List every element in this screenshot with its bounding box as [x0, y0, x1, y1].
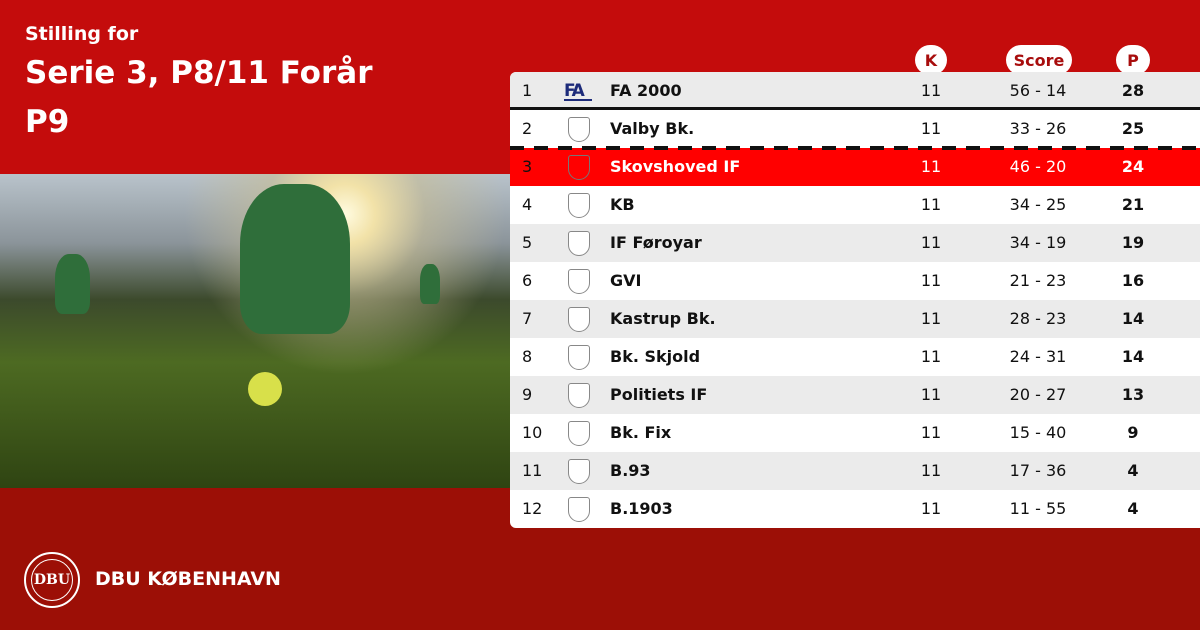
team-name: KB: [610, 195, 635, 214]
team-shield-icon: [568, 193, 590, 218]
team-shield-icon: [568, 117, 590, 142]
subtitle: Stilling for: [25, 23, 139, 45]
column-header-score: Score: [1006, 45, 1072, 75]
team-shield-icon: [568, 459, 590, 484]
table-row[interactable]: 10 Bk. Fix 11 15 - 40 9: [510, 414, 1200, 452]
rank: 10: [522, 423, 543, 442]
points: 21: [1121, 195, 1145, 214]
matches: 11: [920, 81, 942, 100]
dbu-seal-logo: DBU: [24, 552, 80, 608]
team-shield-icon: [568, 383, 590, 408]
points: 9: [1127, 423, 1139, 442]
matches: 11: [920, 423, 942, 442]
table-row[interactable]: 5 IF Føroyar 11 34 - 19 19: [510, 224, 1200, 262]
team-name: Bk. Skjold: [610, 347, 701, 366]
matches: 11: [920, 347, 942, 366]
football-photo: [0, 174, 510, 488]
team-shield-icon: [568, 269, 590, 294]
team-name: Skovshoved IF: [610, 157, 741, 176]
matches: 11: [920, 233, 942, 252]
team-shield-icon: [568, 345, 590, 370]
rank: 4: [522, 195, 533, 214]
rank: 3: [522, 157, 533, 176]
points: 13: [1121, 385, 1145, 404]
table-row[interactable]: 8 Bk. Skjold 11 24 - 31 14: [510, 338, 1200, 376]
rank: 2: [522, 119, 533, 138]
brand-name: DBU KØBENHAVN: [95, 568, 281, 590]
score: 24 - 31: [1009, 347, 1067, 366]
matches: 11: [920, 385, 942, 404]
points: 19: [1121, 233, 1145, 252]
matches: 11: [920, 499, 942, 518]
table-row[interactable]: 12 B.1903 11 11 - 55 4: [510, 490, 1200, 528]
points: 24: [1121, 157, 1145, 176]
column-header-k: K: [915, 45, 947, 75]
table-row[interactable]: 11 B.93 11 17 - 36 4: [510, 452, 1200, 490]
team-shield-icon: [568, 497, 590, 522]
team-name: GVI: [610, 271, 642, 290]
score: 33 - 26: [1009, 119, 1067, 138]
points: 4: [1127, 461, 1139, 480]
matches: 11: [920, 309, 942, 328]
score: 34 - 25: [1009, 195, 1067, 214]
divider: [510, 146, 1200, 150]
team-shield-icon: [568, 231, 590, 256]
matches: 11: [920, 157, 942, 176]
table-row[interactable]: 7 Kastrup Bk. 11 28 - 23 14: [510, 300, 1200, 338]
team-name: Bk. Fix: [610, 423, 672, 442]
matches: 11: [920, 461, 942, 480]
score: 56 - 14: [1009, 81, 1067, 100]
team-name: Kastrup Bk.: [610, 309, 716, 328]
team-name: IF Føroyar: [610, 233, 702, 252]
score: 21 - 23: [1009, 271, 1067, 290]
points: 28: [1121, 81, 1145, 100]
rank: 9: [522, 385, 533, 404]
age-group: P9: [25, 104, 70, 140]
table-row[interactable]: 9 Politiets IF 11 20 - 27 13: [510, 376, 1200, 414]
rank: 7: [522, 309, 533, 328]
table-row[interactable]: 3 Skovshoved IF 11 46 - 20 24: [510, 148, 1200, 186]
team-name: FA 2000: [610, 81, 682, 100]
score: 17 - 36: [1009, 461, 1067, 480]
matches: 11: [920, 271, 942, 290]
matches: 11: [920, 119, 942, 138]
rank: 1: [522, 81, 533, 100]
score: 28 - 23: [1009, 309, 1067, 328]
score: 15 - 40: [1009, 423, 1067, 442]
points: 14: [1121, 309, 1145, 328]
points: 16: [1121, 271, 1145, 290]
rank: 6: [522, 271, 533, 290]
table-row[interactable]: 1 FA FA 2000 11 56 - 14 28: [510, 72, 1200, 110]
team-name: B.1903: [610, 499, 673, 518]
team-name: B.93: [610, 461, 651, 480]
rank: 8: [522, 347, 533, 366]
rank: 11: [522, 461, 543, 480]
score: 34 - 19: [1009, 233, 1067, 252]
table-row[interactable]: 4 KB 11 34 - 25 21: [510, 186, 1200, 224]
team-logo: FA: [564, 81, 592, 101]
team-name: Valby Bk.: [610, 119, 695, 138]
standings-table: 1 FA FA 2000 11 56 - 14 28 2 Valby Bk. 11 …: [510, 72, 1200, 528]
rank: 5: [522, 233, 533, 252]
table-row[interactable]: 2 Valby Bk. 11 33 - 26 25: [510, 110, 1200, 150]
score: 11 - 55: [1009, 499, 1067, 518]
table-row[interactable]: 6 GVI 11 21 - 23 16: [510, 262, 1200, 300]
team-shield-icon: [568, 307, 590, 332]
team-shield-icon: [568, 421, 590, 446]
points: 4: [1127, 499, 1139, 518]
team-name: Politiets IF: [610, 385, 708, 404]
score: 46 - 20: [1009, 157, 1067, 176]
points: 25: [1121, 119, 1145, 138]
column-header-p: P: [1116, 45, 1150, 75]
points: 14: [1121, 347, 1145, 366]
score: 20 - 27: [1009, 385, 1067, 404]
page-title: Serie 3, P8/11 Forår: [25, 55, 373, 91]
rank: 12: [522, 499, 543, 518]
team-shield-icon: [568, 155, 590, 180]
matches: 11: [920, 195, 942, 214]
